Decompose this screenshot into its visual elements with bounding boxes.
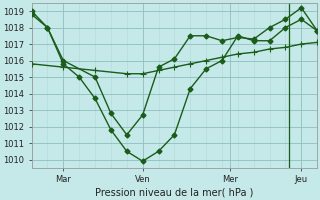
- X-axis label: Pression niveau de la mer( hPa ): Pression niveau de la mer( hPa ): [95, 187, 253, 197]
